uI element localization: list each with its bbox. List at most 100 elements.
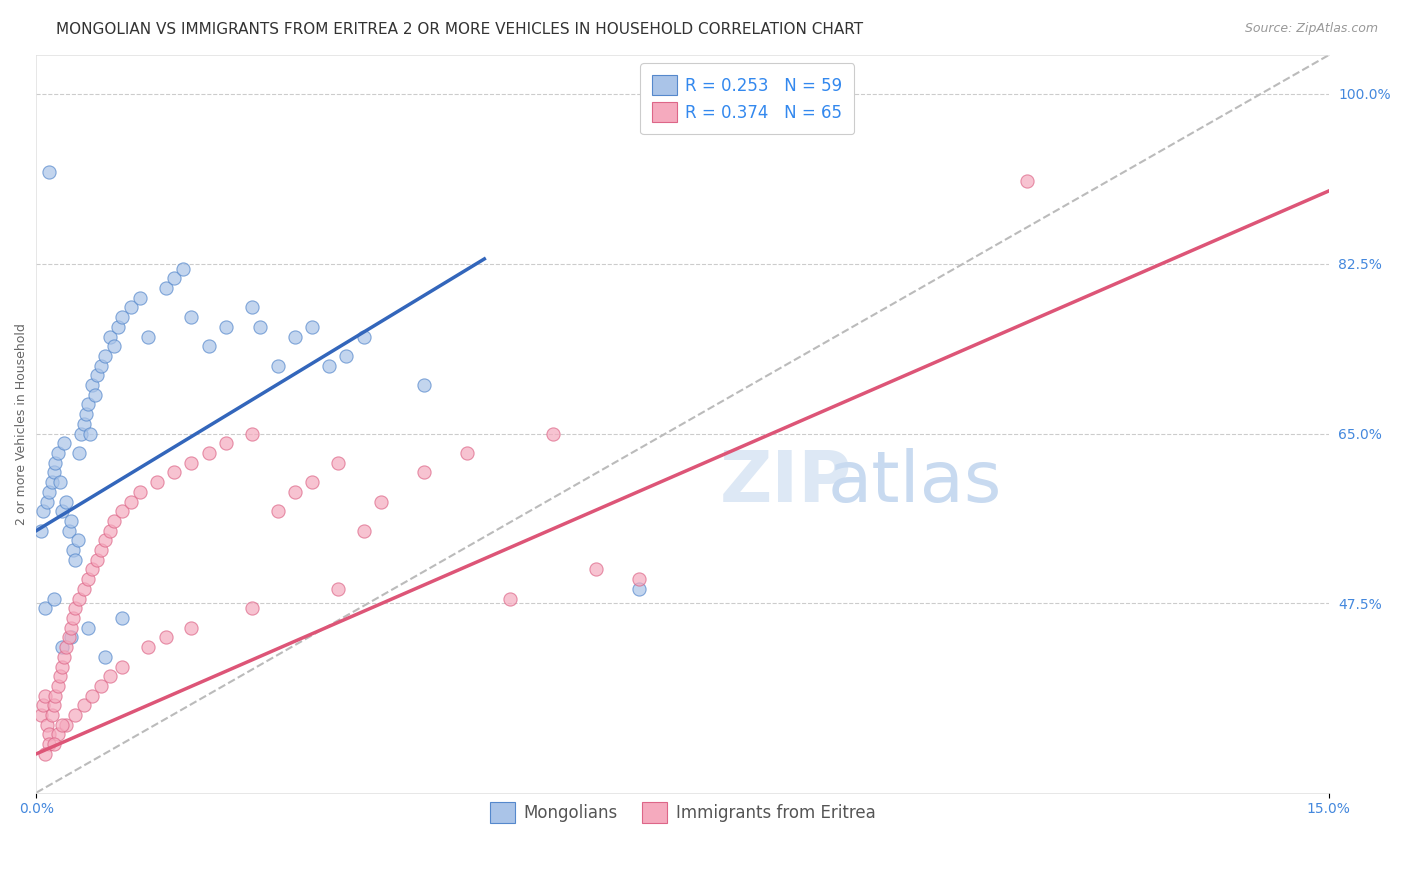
Point [55, 494, 77, 508]
Point [585, 562, 607, 576]
Text: MONGOLIAN VS IMMIGRANTS FROM ERITREA 2 OR MORE VEHICLES IN HOUSEHOLD CORRELATION: MONGOLIAN VS IMMIGRANTS FROM ERITREA 2 O… [56, 22, 863, 37]
Point [215, 319, 238, 334]
Point [499, 591, 522, 606]
Point [66, 533, 89, 548]
Point [52, 649, 75, 664]
Point [215, 436, 238, 450]
Point [146, 475, 169, 489]
Point [138, 329, 160, 343]
Point [34, 689, 56, 703]
Point [197, 339, 219, 353]
Point [90, 679, 112, 693]
Point [46, 727, 69, 741]
Text: atlas: atlas [828, 449, 1002, 517]
Point [51, 659, 73, 673]
Point [44, 689, 66, 703]
Point [240, 601, 263, 615]
Point [41, 708, 63, 723]
Point [49, 475, 72, 489]
Point [30, 524, 52, 538]
Point [63, 708, 86, 723]
Point [82, 378, 104, 392]
Point [155, 631, 177, 645]
Point [44, 456, 66, 470]
Text: ZIP: ZIP [720, 449, 852, 517]
Point [38, 484, 60, 499]
Point [180, 456, 202, 470]
Y-axis label: 2 or more Vehicles in Household: 2 or more Vehicles in Household [15, 323, 28, 524]
Point [41, 475, 63, 489]
Point [1017, 174, 1039, 188]
Point [73, 417, 96, 431]
Point [284, 329, 307, 343]
Point [94, 349, 117, 363]
Point [301, 475, 323, 489]
Point [318, 359, 340, 373]
Point [98, 524, 121, 538]
Point [180, 310, 202, 325]
Point [628, 572, 651, 586]
Point [75, 407, 97, 421]
Point [111, 310, 134, 325]
Point [335, 349, 357, 363]
Point [79, 426, 101, 441]
Point [55, 717, 77, 731]
Point [284, 484, 307, 499]
Point [413, 466, 436, 480]
Point [38, 737, 60, 751]
Point [82, 562, 104, 576]
Point [67, 446, 90, 460]
Point [163, 271, 186, 285]
Point [55, 640, 77, 654]
Point [370, 494, 392, 508]
Point [51, 504, 73, 518]
Point [49, 669, 72, 683]
Point [86, 368, 108, 383]
Point [52, 436, 75, 450]
Point [543, 426, 565, 441]
Point [63, 601, 86, 615]
Point [58, 631, 80, 645]
Point [46, 679, 69, 693]
Point [266, 504, 288, 518]
Point [94, 649, 117, 664]
Point [59, 514, 82, 528]
Point [413, 378, 436, 392]
Point [35, 717, 58, 731]
Point [42, 466, 65, 480]
Point [77, 397, 100, 411]
Point [77, 572, 100, 586]
Point [98, 329, 121, 343]
Point [111, 504, 134, 518]
Point [456, 446, 478, 460]
Point [62, 611, 84, 625]
Point [155, 281, 177, 295]
Point [73, 582, 96, 596]
Point [90, 359, 112, 373]
Point [42, 698, 65, 713]
Point [51, 640, 73, 654]
Point [301, 319, 323, 334]
Point [103, 514, 125, 528]
Point [240, 426, 263, 441]
Point [34, 747, 56, 761]
Point [67, 591, 90, 606]
Point [128, 484, 150, 499]
Point [90, 543, 112, 558]
Point [326, 456, 349, 470]
Point [51, 717, 73, 731]
Point [94, 533, 117, 548]
Point [120, 494, 142, 508]
Point [180, 621, 202, 635]
Point [111, 611, 134, 625]
Text: Source: ZipAtlas.com: Source: ZipAtlas.com [1244, 22, 1378, 36]
Point [77, 621, 100, 635]
Point [107, 319, 129, 334]
Point [58, 524, 80, 538]
Point [128, 291, 150, 305]
Point [353, 329, 375, 343]
Point [70, 426, 93, 441]
Point [46, 446, 69, 460]
Point [32, 504, 55, 518]
Point [111, 659, 134, 673]
